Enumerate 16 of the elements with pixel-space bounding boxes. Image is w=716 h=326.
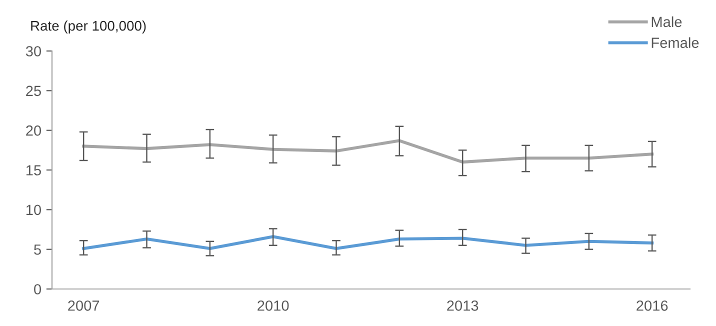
y-tick-label: 10 bbox=[26, 204, 42, 216]
legend-label: Male bbox=[652, 16, 682, 28]
x-tick-label: 2007 bbox=[68, 300, 100, 311]
y-tick-label: 0 bbox=[34, 284, 42, 294]
x-tick-label: 2016 bbox=[636, 300, 668, 311]
y-tick-label: 25 bbox=[26, 86, 41, 96]
y-tick-label: 15 bbox=[26, 165, 41, 176]
x-tick-label: 2010 bbox=[258, 300, 289, 311]
x-tick-label: 2013 bbox=[447, 300, 478, 311]
y-tick-label: 5 bbox=[34, 244, 41, 255]
line-series bbox=[82, 235, 654, 250]
line-series bbox=[82, 139, 654, 164]
y-tick-label: 20 bbox=[26, 125, 42, 136]
y-tick-label: 30 bbox=[26, 46, 42, 56]
legend-label: Female bbox=[652, 37, 699, 48]
y-axis-title: Rate (per 100,000) bbox=[31, 20, 146, 34]
